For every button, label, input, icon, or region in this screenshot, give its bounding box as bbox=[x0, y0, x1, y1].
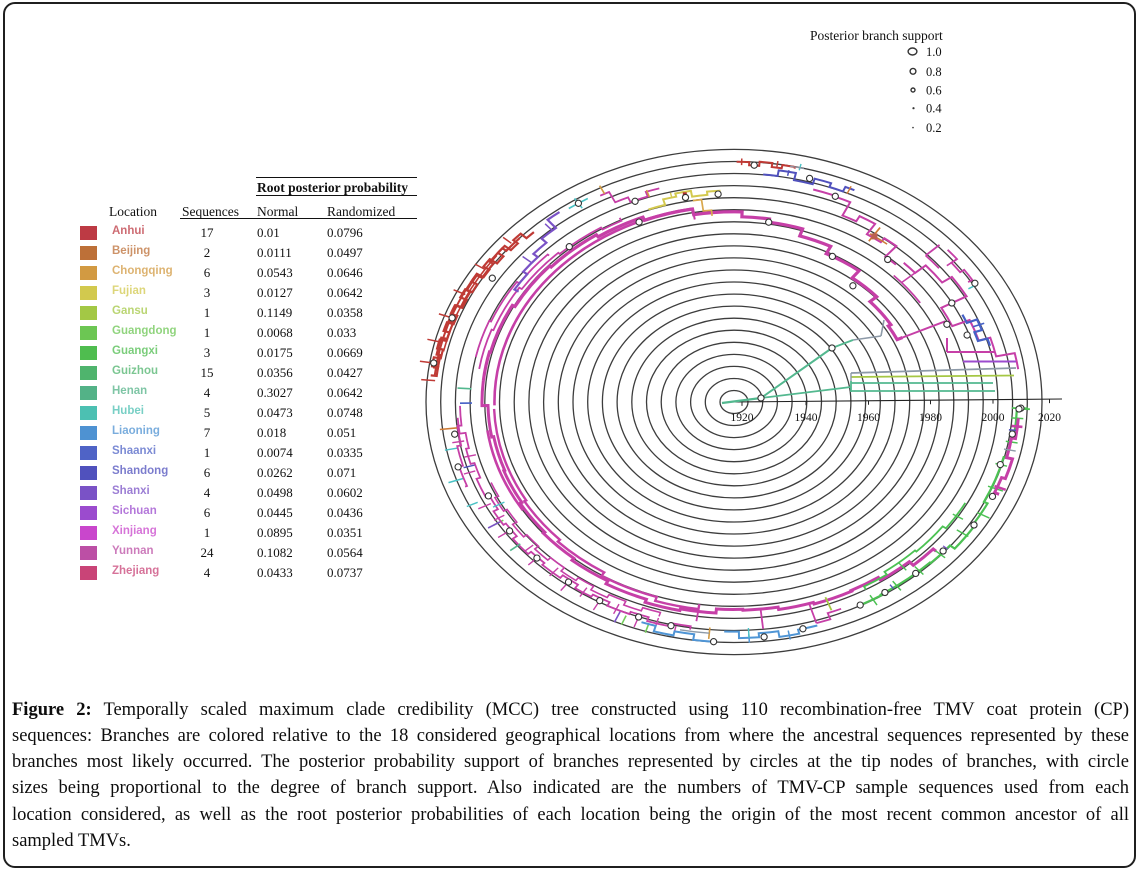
svg-text:1980: 1980 bbox=[919, 412, 942, 424]
svg-text:0.8: 0.8 bbox=[926, 65, 942, 79]
svg-text:1960: 1960 bbox=[857, 412, 880, 424]
svg-text:1940: 1940 bbox=[795, 412, 818, 424]
svg-text:0.4: 0.4 bbox=[926, 102, 942, 116]
svg-text:1920: 1920 bbox=[731, 412, 754, 424]
svg-text:2000: 2000 bbox=[982, 412, 1005, 424]
svg-text:0.2: 0.2 bbox=[926, 121, 942, 135]
svg-text:0.6: 0.6 bbox=[926, 84, 942, 98]
svg-text:Posterior branch support: Posterior branch support bbox=[810, 28, 943, 43]
svg-text:1.0: 1.0 bbox=[926, 45, 942, 59]
svg-text:2020: 2020 bbox=[1038, 412, 1061, 424]
